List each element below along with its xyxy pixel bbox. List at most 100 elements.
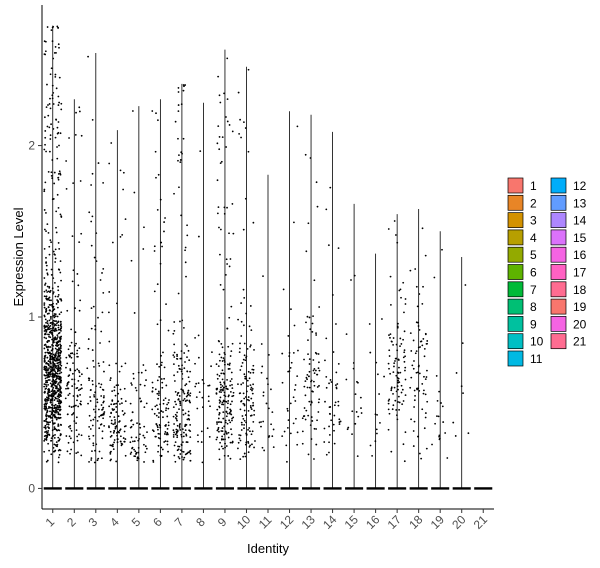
cell-point: [336, 383, 339, 385]
cell-point: [293, 388, 296, 391]
cell-point: [156, 379, 159, 382]
cell-point: [58, 46, 60, 49]
cell-point: [47, 383, 50, 386]
cell-point: [157, 436, 160, 439]
cell-point: [304, 153, 307, 156]
cell-point: [55, 210, 58, 213]
cell-point: [224, 273, 227, 276]
cell-point: [397, 379, 400, 382]
cell-point: [293, 324, 296, 327]
cell-point: [251, 443, 253, 446]
legend-item-17: 17: [550, 264, 587, 280]
cell-point: [323, 427, 326, 430]
cell-point: [58, 400, 61, 403]
cell-point: [103, 395, 105, 397]
cell-point: [252, 401, 255, 404]
cell-point: [177, 391, 180, 394]
cell-point: [57, 293, 60, 296]
cell-point: [53, 316, 56, 319]
legend-label: 13: [573, 196, 587, 210]
cell-point: [78, 241, 81, 244]
cell-point: [305, 250, 308, 253]
cell-point: [357, 415, 360, 418]
cell-point: [51, 287, 54, 290]
cell-point: [51, 306, 54, 309]
cell-point: [97, 316, 99, 319]
cell-point: [216, 373, 219, 376]
cell-point: [114, 426, 117, 428]
cell-point: [231, 130, 234, 133]
cell-point: [57, 376, 59, 378]
cell-point: [47, 333, 49, 336]
cell-point: [46, 291, 49, 293]
cell-point: [237, 383, 239, 386]
cell-point: [239, 458, 242, 461]
cell-point: [308, 363, 311, 365]
cell-point: [46, 374, 49, 376]
cell-point: [181, 319, 184, 322]
cell-point: [180, 435, 183, 438]
cell-point: [158, 365, 161, 368]
cell-point: [54, 254, 56, 256]
cell-point: [151, 408, 154, 411]
cell-point: [187, 391, 189, 394]
cell-point: [395, 390, 398, 393]
cell-point: [135, 451, 138, 454]
cell-point: [50, 395, 53, 398]
cell-point: [225, 411, 228, 413]
cell-point: [378, 393, 380, 395]
cell-point: [49, 401, 52, 404]
legend-label: 19: [573, 300, 587, 314]
cell-point: [49, 358, 51, 361]
cell-point: [409, 332, 412, 335]
cell-point: [232, 416, 235, 419]
cell-point: [43, 420, 46, 422]
cell-point: [218, 405, 221, 408]
legend-swatch: [507, 229, 524, 246]
cell-point: [143, 406, 146, 408]
cell-point: [89, 389, 92, 391]
cell-point: [239, 439, 242, 442]
cell-point: [423, 347, 426, 350]
cell-point: [397, 401, 400, 403]
cell-point: [176, 358, 179, 360]
cell-point: [155, 423, 158, 426]
y-tick-label: 0: [28, 481, 35, 495]
cell-point: [43, 439, 46, 442]
cell-point: [182, 458, 185, 461]
cell-point: [122, 413, 125, 416]
cell-point: [352, 362, 355, 364]
cell-point: [229, 403, 232, 406]
cell-point: [421, 227, 424, 230]
cell-point: [387, 428, 390, 431]
cell-point: [325, 453, 328, 456]
legend-swatch: [550, 264, 567, 280]
cell-point: [188, 451, 191, 453]
cell-point: [197, 356, 200, 359]
x-tick-label: 12: [277, 512, 297, 532]
cell-point: [390, 303, 392, 306]
cell-point: [159, 403, 162, 406]
cell-point: [109, 430, 112, 433]
cell-point: [80, 454, 83, 457]
cell-point: [245, 441, 248, 444]
cell-point: [114, 422, 116, 425]
cell-point: [181, 428, 184, 431]
cell-point: [414, 395, 416, 397]
cell-point: [249, 305, 252, 307]
cell-point: [263, 449, 266, 452]
cell-point: [78, 371, 81, 374]
cell-point: [43, 390, 46, 393]
cell-point: [216, 423, 218, 425]
cell-point: [109, 452, 112, 455]
violin-4: [108, 130, 127, 490]
cell-point: [50, 174, 53, 177]
cell-point: [260, 343, 263, 345]
cell-point: [180, 370, 183, 373]
cell-point: [157, 173, 160, 176]
cell-point: [267, 407, 270, 410]
cell-point: [219, 101, 222, 104]
cell-point: [356, 455, 359, 458]
cell-point: [253, 413, 256, 416]
cell-point: [59, 433, 62, 435]
